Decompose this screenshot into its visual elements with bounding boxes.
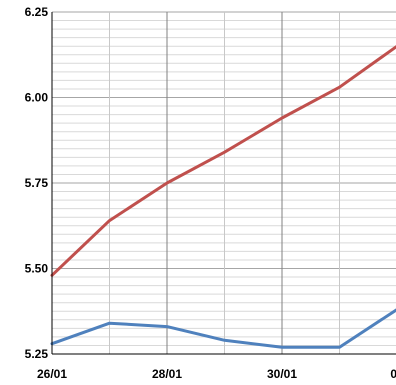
- y-axis-tick-labels: 6.25 6.00 5.75 5.50 5.25: [25, 5, 49, 361]
- axes: [51, 12, 396, 355]
- series-line-1: [50, 45, 396, 277]
- series-layer: [50, 45, 396, 349]
- series-line-2: [50, 308, 396, 349]
- x-axis-tick-labels: 26/01 28/01 30/01 01: [37, 367, 396, 381]
- y-tick-label: 6.25: [25, 5, 49, 19]
- x-tick-label: 28/01: [152, 367, 182, 381]
- y-tick-label: 5.25: [25, 347, 49, 361]
- y-tick-label: 5.50: [25, 262, 49, 276]
- x-tick-label: 26/01: [37, 367, 67, 381]
- y-tick-label: 6.00: [25, 91, 49, 105]
- x-tick-label: 01: [390, 367, 396, 381]
- y-tick-label: 5.75: [25, 176, 49, 190]
- x-tick-label: 30/01: [267, 367, 297, 381]
- major-gridlines: [52, 11, 396, 354]
